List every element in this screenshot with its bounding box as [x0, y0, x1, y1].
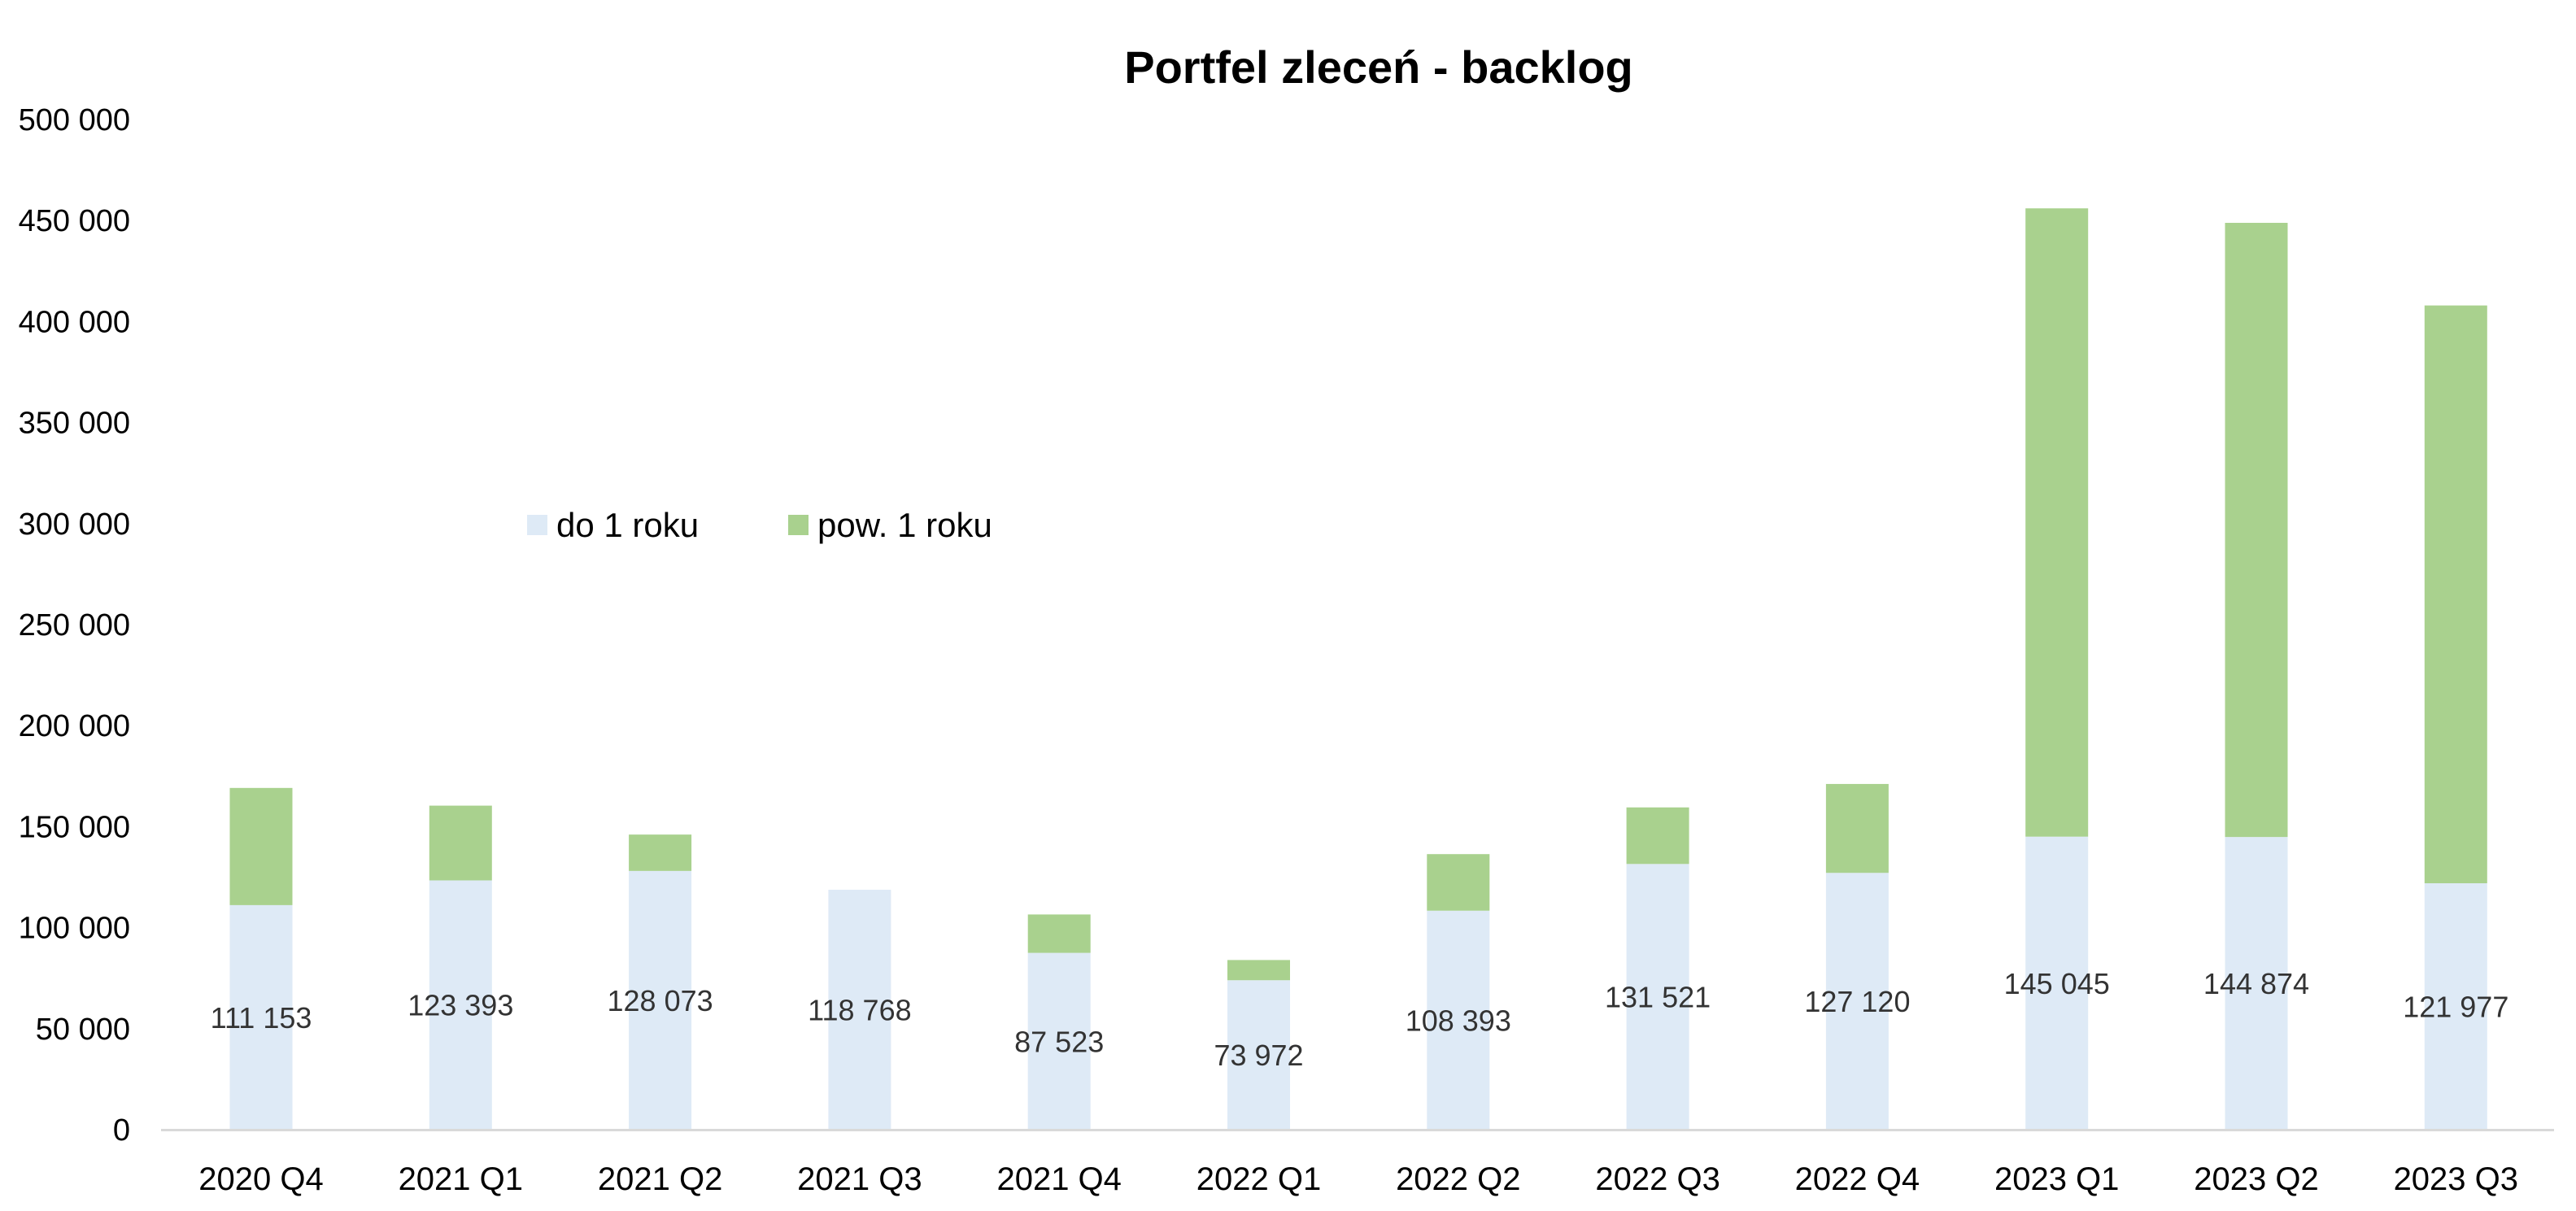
x-tick-label: 2022 Q2: [1396, 1161, 1520, 1197]
data-label: 123 393: [408, 989, 513, 1022]
y-tick-label: 200 000: [19, 709, 130, 743]
bar-do-1-roku: [1427, 910, 1490, 1130]
data-label: 127 120: [1804, 985, 1910, 1018]
y-tick-label: 0: [113, 1113, 130, 1148]
bar-do-1-roku: [229, 904, 293, 1130]
data-label: 108 393: [1406, 1004, 1511, 1037]
chart-title: Portfel zleceń - backlog: [1124, 41, 1633, 93]
bar-pow-1-roku: [1626, 807, 1689, 865]
legend-label: pow. 1 roku: [817, 506, 992, 544]
bar-do-1-roku: [828, 889, 891, 1130]
y-tick-label: 300 000: [19, 507, 130, 542]
x-tick-label: 2021 Q2: [598, 1161, 722, 1197]
bar-do-1-roku: [2225, 837, 2288, 1130]
x-tick-label: 2021 Q4: [996, 1161, 1121, 1197]
bars: [229, 208, 2487, 1130]
bar-pow-1-roku: [1427, 854, 1490, 911]
bar-do-1-roku: [1825, 873, 1889, 1130]
x-axis: 2020 Q4 2021 Q1 2021 Q2 2021 Q3 2021 Q4 2022 …: [198, 1161, 2518, 1197]
data-label: 87 523: [1014, 1025, 1104, 1058]
bar-pow-1-roku: [2424, 305, 2487, 884]
data-labels: 111 153 123 393 128 073 118 768 87 523 73 972…: [211, 967, 2509, 1072]
bar-do-1-roku: [429, 880, 492, 1130]
data-label: 131 521: [1605, 981, 1711, 1014]
bar-do-1-roku: [1027, 952, 1091, 1130]
x-tick-label: 2022 Q4: [1795, 1161, 1920, 1197]
data-label: 144 874: [2203, 967, 2309, 1000]
x-tick-label: 2022 Q3: [1595, 1161, 1720, 1197]
y-tick-label: 450 000: [19, 204, 130, 238]
y-tick-label: 350 000: [19, 407, 130, 441]
y-tick-label: 400 000: [19, 305, 130, 339]
data-label: 128 073: [608, 984, 713, 1017]
y-axis: 0 50 000 100 000 150 000 200 000 250 000 300 0…: [19, 103, 130, 1148]
x-tick-label: 2023 Q2: [2194, 1161, 2318, 1197]
bar-do-1-roku: [629, 870, 692, 1130]
bar-pow-1-roku: [229, 787, 293, 905]
data-label: 111 153: [211, 1001, 312, 1035]
bar-do-1-roku: [1626, 864, 1689, 1130]
bar-pow-1-roku: [1227, 960, 1290, 981]
x-tick-label: 2023 Q3: [2394, 1161, 2518, 1197]
legend-label: do 1 roku: [556, 506, 699, 544]
bar-pow-1-roku: [2025, 208, 2089, 837]
bar-pow-1-roku: [1825, 783, 1889, 873]
y-tick-label: 500 000: [19, 103, 130, 137]
legend-swatch: [788, 515, 809, 535]
y-tick-label: 100 000: [19, 912, 130, 946]
data-label: 121 977: [2403, 991, 2508, 1024]
x-tick-label: 2021 Q3: [797, 1161, 922, 1197]
bar-pow-1-roku: [429, 805, 492, 881]
x-tick-label: 2022 Q1: [1196, 1161, 1321, 1197]
y-tick-label: 50 000: [36, 1013, 130, 1047]
bar-do-1-roku: [2424, 883, 2487, 1130]
legend-swatch: [527, 515, 547, 535]
x-tick-label: 2023 Q1: [1994, 1161, 2119, 1197]
y-tick-label: 150 000: [19, 810, 130, 844]
x-tick-label: 2020 Q4: [198, 1161, 323, 1197]
x-tick-label: 2021 Q1: [399, 1161, 523, 1197]
bar-do-1-roku: [2025, 836, 2089, 1130]
legend: do 1 roku pow. 1 roku: [527, 506, 992, 544]
bar-do-1-roku: [1227, 980, 1290, 1130]
bar-pow-1-roku: [2225, 222, 2288, 838]
data-label: 145 045: [2004, 967, 2110, 1000]
data-label: 118 768: [808, 993, 911, 1026]
bar-pow-1-roku: [629, 834, 692, 871]
data-label: 73 972: [1214, 1039, 1303, 1072]
y-tick-label: 250 000: [19, 608, 130, 643]
bar-pow-1-roku: [1027, 914, 1091, 953]
